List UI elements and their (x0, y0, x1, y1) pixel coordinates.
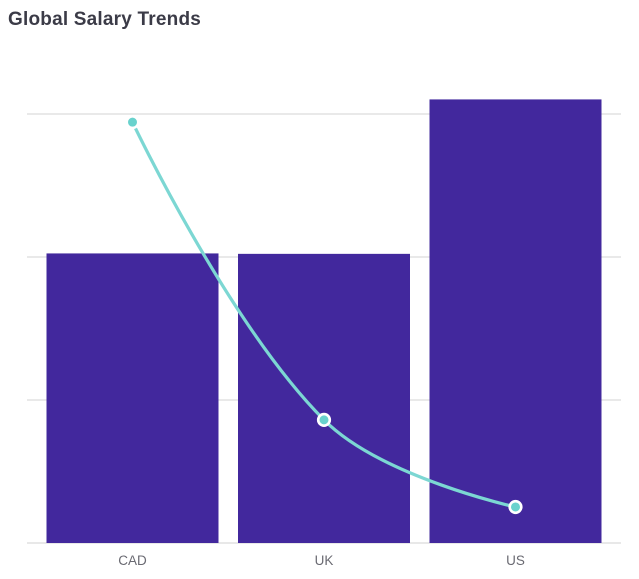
bar-us[interactable] (429, 99, 602, 543)
x-tick-label-cad: CAD (118, 553, 147, 568)
trend-point-cad[interactable] (125, 115, 140, 130)
x-tick-label-us: US (506, 553, 525, 568)
trend-point-us[interactable] (508, 499, 523, 515)
trend-line-path (130, 120, 518, 509)
bar-cad[interactable] (46, 253, 219, 544)
chart-title: Global Salary Trends (8, 9, 202, 30)
bar-uk[interactable] (238, 253, 410, 543)
x-tick-label-uk: UK (315, 553, 334, 568)
trend-point-uk[interactable] (316, 412, 332, 427)
